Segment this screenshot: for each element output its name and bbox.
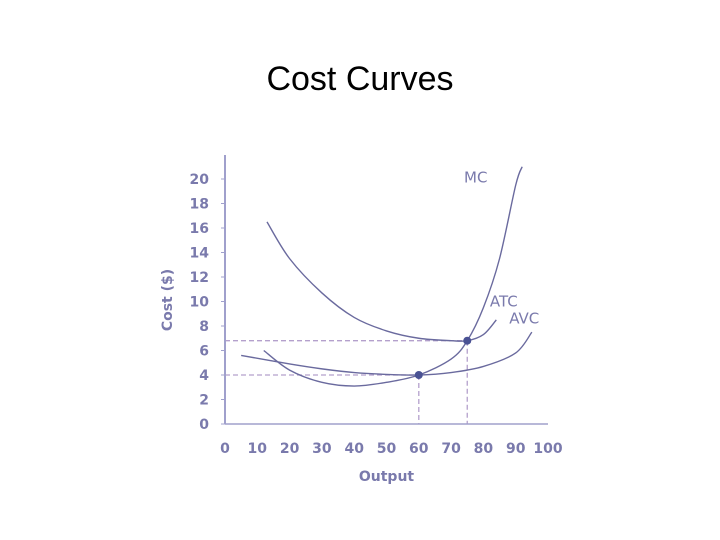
x-tick-label: 30 — [312, 441, 332, 457]
x-tick-label: 80 — [474, 441, 494, 457]
y-tick-label: 6 — [199, 344, 209, 360]
y-tick-label: 12 — [190, 270, 209, 286]
series-atc-label: ATC — [490, 292, 518, 310]
guide-lines — [225, 340, 468, 424]
intersection-point — [414, 371, 423, 379]
x-axis-title: Output — [359, 469, 415, 485]
y-tick-label: 10 — [190, 295, 210, 311]
series-avc-label: AVC — [509, 310, 539, 328]
y-tick-label: 18 — [190, 197, 209, 213]
y-tick-label: 4 — [199, 368, 209, 384]
y-tick-label: 14 — [190, 246, 210, 262]
x-tick-label: 20 — [280, 441, 300, 457]
x-tick-label: 40 — [344, 441, 364, 457]
points — [414, 336, 472, 379]
y-tick-label: 20 — [190, 172, 210, 188]
axes: 0 2 4 6 8 10 12 14 16 18 20 0 10 20 30 40 50 60 70 80 90 100 O… — [160, 155, 563, 485]
x-tick-label: 50 — [377, 441, 397, 457]
series-mc-line — [263, 166, 523, 387]
x-tick-label: 10 — [248, 441, 268, 457]
x-tick-label: 90 — [506, 441, 526, 457]
y-tick-label: 8 — [199, 319, 209, 335]
slide-title: Cost Curves — [266, 60, 454, 98]
x-tick-label: 60 — [409, 441, 429, 457]
intersection-point — [463, 336, 472, 345]
series-avc-line — [241, 331, 533, 376]
curves — [241, 166, 533, 387]
y-tick-label: 0 — [199, 417, 209, 433]
x-tick-label: 100 — [533, 441, 562, 457]
x-tick-label: 0 — [220, 441, 230, 457]
y-tick-label: 16 — [190, 221, 209, 237]
series-mc-label: MC — [464, 169, 487, 187]
series-atc-line — [266, 221, 497, 342]
y-axis-title: Cost ($) — [160, 269, 176, 331]
x-tick-label: 70 — [441, 441, 461, 457]
y-tick-label: 2 — [199, 393, 209, 409]
